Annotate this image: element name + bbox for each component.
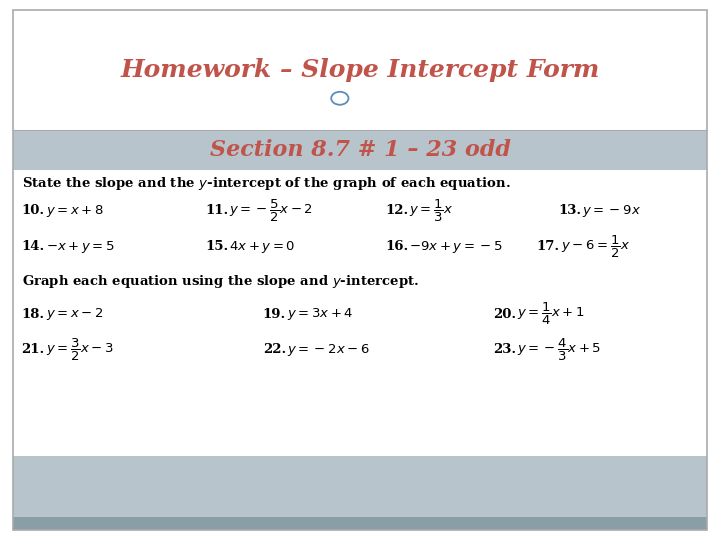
- Text: Section 8.7 # 1 – 23 odd: Section 8.7 # 1 – 23 odd: [210, 139, 510, 161]
- Text: $y = x + 8$: $y = x + 8$: [42, 202, 104, 219]
- Text: State the slope and the $y$-intercept of the graph of each equation.: State the slope and the $y$-intercept of…: [22, 175, 510, 192]
- Text: $y = x - 2$: $y = x - 2$: [42, 306, 103, 322]
- Text: $-x + y = 5$: $-x + y = 5$: [42, 239, 114, 255]
- Text: $4x + y = 0$: $4x + y = 0$: [225, 239, 296, 255]
- Text: $y = \dfrac{3}{2}x - 3$: $y = \dfrac{3}{2}x - 3$: [42, 337, 114, 363]
- Text: $y = -2x - 6$: $y = -2x - 6$: [283, 342, 369, 358]
- Text: 15.: 15.: [205, 240, 228, 253]
- FancyBboxPatch shape: [13, 170, 707, 456]
- Text: $y = -\dfrac{4}{3}x + 5$: $y = -\dfrac{4}{3}x + 5$: [513, 337, 601, 363]
- Text: $y - 6 = \dfrac{1}{2}x$: $y - 6 = \dfrac{1}{2}x$: [557, 234, 629, 260]
- Text: 17.: 17.: [536, 240, 559, 253]
- FancyBboxPatch shape: [13, 456, 707, 518]
- Text: 12.: 12.: [385, 204, 408, 217]
- Text: 23.: 23.: [493, 343, 516, 356]
- Text: Graph each equation using the slope and $y$-intercept.: Graph each equation using the slope and …: [22, 273, 419, 291]
- Text: $y = -9x$: $y = -9x$: [578, 202, 641, 219]
- FancyBboxPatch shape: [13, 517, 707, 530]
- Text: 11.: 11.: [205, 204, 228, 217]
- FancyBboxPatch shape: [13, 130, 707, 170]
- Text: Homework – Slope Intercept Form: Homework – Slope Intercept Form: [120, 58, 600, 82]
- Text: $-9x + y = -5$: $-9x + y = -5$: [405, 239, 503, 255]
- FancyBboxPatch shape: [13, 10, 707, 130]
- Text: 22.: 22.: [263, 343, 286, 356]
- Text: 19.: 19.: [263, 308, 286, 321]
- Text: 14.: 14.: [22, 240, 45, 253]
- Text: 10.: 10.: [22, 204, 45, 217]
- Text: 21.: 21.: [22, 343, 45, 356]
- Text: $y = \dfrac{1}{4}x + 1$: $y = \dfrac{1}{4}x + 1$: [513, 301, 585, 327]
- Text: $y = \dfrac{1}{3}x$: $y = \dfrac{1}{3}x$: [405, 198, 454, 224]
- Text: 18.: 18.: [22, 308, 45, 321]
- Text: 16.: 16.: [385, 240, 408, 253]
- Text: 20.: 20.: [493, 308, 516, 321]
- Text: $y = 3x + 4$: $y = 3x + 4$: [283, 306, 354, 322]
- Text: 13.: 13.: [558, 204, 581, 217]
- Text: $y = -\dfrac{5}{2}x - 2$: $y = -\dfrac{5}{2}x - 2$: [225, 198, 313, 224]
